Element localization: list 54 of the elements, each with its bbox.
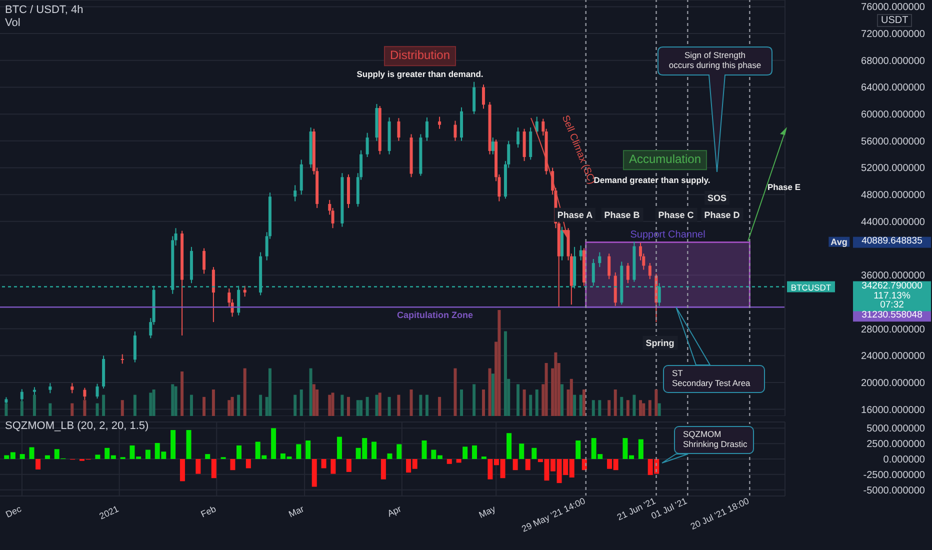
y-tick-label: 68000.000000 <box>861 56 926 67</box>
band-label: Support Channel <box>630 229 706 240</box>
y-tick-label: 24000.000000 <box>861 351 926 362</box>
y-tick-label: 60000.000000 <box>861 110 926 121</box>
y-tick-label: 72000.000000 <box>861 29 926 40</box>
chart-title: Vol <box>5 17 20 29</box>
y-tick-label: 0.000000 <box>883 454 926 466</box>
annotation: Phase A <box>557 210 593 220</box>
chart-title: SQZMOM_LB (20, 2, 20, 1.5) <box>5 420 149 432</box>
y-axis-title: USDT <box>877 14 912 27</box>
y-tick-label: 28000.000000 <box>861 324 926 336</box>
annotation: ST Secondary Test Area <box>672 368 750 389</box>
annotation: SQZMOM Shrinking Drastic <box>683 429 748 450</box>
x-tick-label: Feb <box>199 504 218 520</box>
y-tick-label: 48000.000000 <box>861 190 926 202</box>
annotation: Accumulation <box>628 152 702 166</box>
ref-line-label: 20 Jul '21 18:00 <box>688 496 751 532</box>
x-tick-label: 2021 <box>98 504 120 522</box>
y-tick-label: 16000.000000 <box>861 404 926 416</box>
y-tick-label: 20000.000000 <box>861 378 926 389</box>
y-tick-label: 64000.000000 <box>861 82 926 94</box>
text: Avg <box>830 236 848 247</box>
ref-line-label: Capitulation Zone <box>397 310 473 320</box>
x-tick-label: Dec <box>4 504 24 520</box>
y-tick-label: -2500.000000 <box>863 470 926 481</box>
text: 40889.648835 <box>862 236 922 247</box>
annotation: Phase D <box>704 210 740 220</box>
annotation: Sign of Strength occurs during this phase <box>668 50 762 71</box>
annotation: SOS <box>707 192 727 203</box>
ref-line-label: 29 May '21 14:00 <box>520 496 587 534</box>
y-tick-label: 5000.000000 <box>866 424 926 435</box>
y-tick-label: 44000.000000 <box>861 216 926 228</box>
text: 117.13% <box>874 290 910 302</box>
y-tick-label: -5000.000000 <box>863 485 926 496</box>
annotation: Phase E <box>767 182 801 192</box>
y-tick-label: 36000.000000 <box>861 270 926 282</box>
chart-title: BTC / USDT, 4h <box>5 4 84 16</box>
y-tick-label: 2500.000000 <box>866 439 926 450</box>
annotation: Phase B <box>604 210 640 220</box>
y-tick-label: 52000.000000 <box>861 163 926 174</box>
text: 07:32 <box>880 300 904 311</box>
x-tick-label: Mar <box>287 504 306 520</box>
annotation: Phase C <box>658 210 694 220</box>
annotation: Demand greater than supply. <box>594 175 710 186</box>
annotation: Distribution <box>390 48 450 62</box>
text: 31230.558048 <box>862 310 922 321</box>
annotation: Spring <box>646 338 674 348</box>
y-tick-label: 76000.000000 <box>861 2 926 14</box>
x-tick-label: May <box>477 504 498 520</box>
annotation: Supply is greater than demand. <box>356 69 484 80</box>
text: 34262.790000 <box>862 280 922 292</box>
ref-line-label: BTCUSDT <box>790 282 832 292</box>
x-tick-label: Apr <box>386 504 403 519</box>
y-tick-label: 56000.000000 <box>861 136 926 148</box>
